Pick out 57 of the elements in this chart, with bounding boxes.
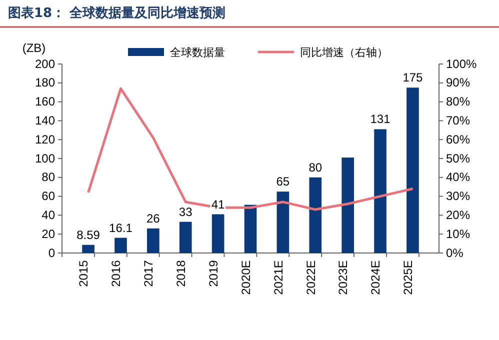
- y2-tick-label: 50%: [446, 151, 470, 166]
- x-tick-label: 2023E: [336, 260, 350, 295]
- y2-tick-label: 80%: [446, 94, 470, 109]
- x-tick-label: 2020E: [238, 260, 253, 295]
- y-axis-title: (ZB): [22, 41, 46, 55]
- y-tick-label: 120: [34, 132, 56, 146]
- y-tick-label: 100: [34, 151, 56, 166]
- data-label: 41: [211, 197, 226, 212]
- bar: [82, 244, 94, 253]
- bar: [406, 88, 419, 253]
- data-label: 131: [370, 112, 391, 126]
- y-tick-label: 60: [42, 189, 56, 204]
- y-tick-label: 20: [42, 226, 56, 241]
- x-tick-label: 2019: [206, 260, 220, 287]
- x-tick-label: 2021E: [271, 260, 286, 295]
- bar: [147, 228, 160, 253]
- x-tick-label: 2015: [76, 260, 91, 287]
- y2-tick-label: 60%: [446, 132, 470, 146]
- y2-tick-label: 0%: [446, 246, 464, 260]
- bar: [309, 177, 322, 253]
- x-tick-label: 2025E: [401, 260, 416, 295]
- data-label: 65: [276, 174, 290, 189]
- y-tick-label: 180: [34, 76, 56, 90]
- data-label: 33: [178, 204, 193, 219]
- bar: [276, 192, 290, 253]
- y2-tick-label: 40%: [446, 170, 470, 184]
- legend-label: 全球数据量: [170, 46, 225, 59]
- x-tick-label: 2024E: [368, 260, 383, 295]
- y-tick-label: 80: [42, 170, 56, 184]
- data-label: 175: [402, 70, 424, 85]
- x-tick-label: 2018: [174, 260, 188, 287]
- x-tick-label: 2017: [142, 260, 156, 287]
- bar: [179, 222, 192, 253]
- y2-tick-label: 20%: [446, 208, 470, 222]
- y2-tick-label: 30%: [446, 189, 470, 204]
- y-tick-label: 160: [34, 94, 56, 109]
- data-label: 26: [146, 211, 160, 226]
- bar: [374, 129, 386, 253]
- y-tick-label: 0: [48, 246, 56, 260]
- bar: [212, 214, 224, 253]
- y2-tick-label: 90%: [446, 76, 470, 90]
- bar: [342, 158, 354, 253]
- x-tick-label: 2016: [109, 260, 124, 287]
- y2-tick-label: 10%: [446, 226, 470, 241]
- data-label: 80: [308, 160, 322, 174]
- legend-label: 同比增速（右轴）: [300, 46, 388, 59]
- y2-tick-label: 70%: [446, 114, 470, 128]
- x-tick-label: 2022E: [304, 260, 318, 295]
- bar: [244, 204, 257, 253]
- bar: [114, 238, 127, 253]
- data-label: 8.59: [76, 228, 100, 242]
- y-tick-label: 200: [34, 56, 56, 71]
- y2-tick-label: 100%: [446, 56, 478, 71]
- chart-title: 图表18： 全球数据量及同比增速预测: [8, 5, 226, 21]
- y-tick-label: 140: [34, 114, 56, 128]
- data-label: 16.1: [109, 220, 133, 235]
- y-tick-label: 40: [42, 208, 56, 222]
